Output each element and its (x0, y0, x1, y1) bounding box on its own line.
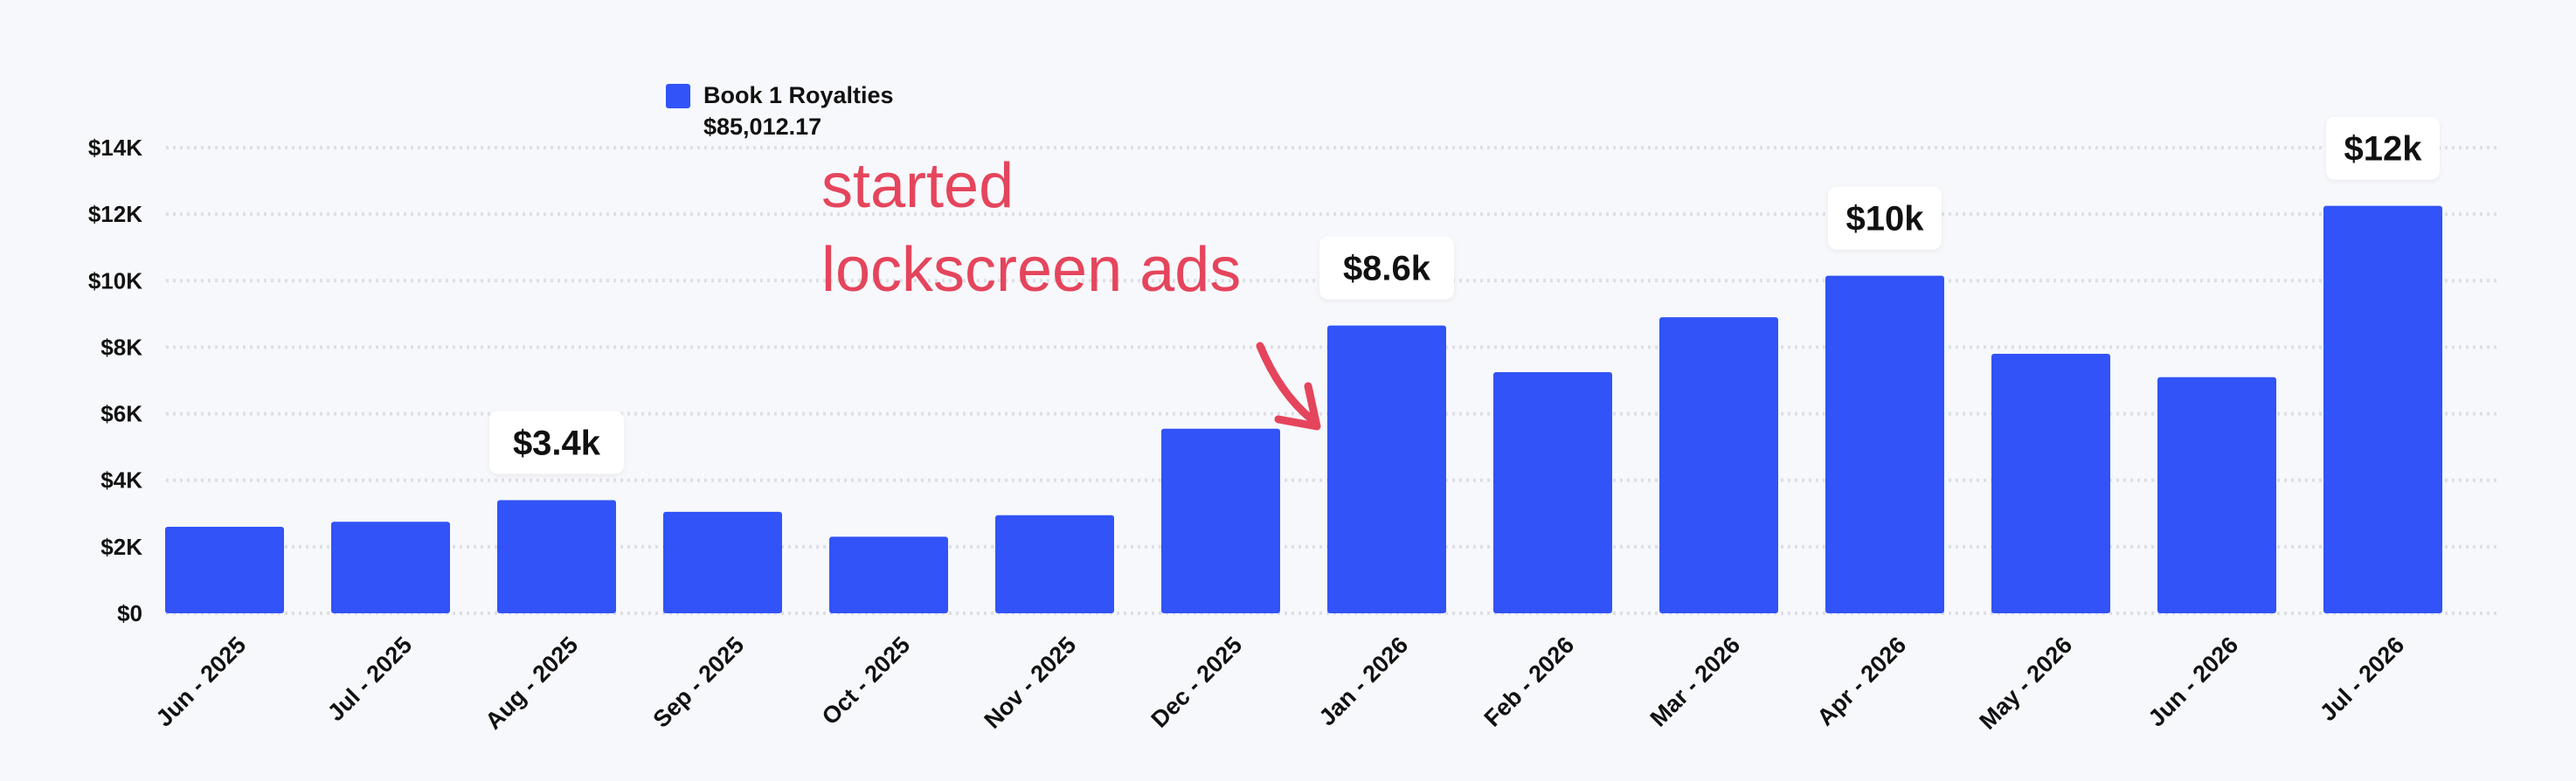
arrow-shaft (1256, 342, 1316, 424)
callout-box (489, 411, 624, 474)
x-tick-label: Jun - 2025 (151, 632, 252, 732)
annotation: started lockscreen ads (821, 151, 1321, 431)
bar (663, 511, 782, 613)
bar (331, 522, 450, 613)
callout-box (1319, 236, 1454, 300)
callout-box (1828, 186, 1942, 250)
y-tick-label: $2K (100, 534, 142, 560)
y-tick-label: $0 (117, 600, 142, 626)
callout-box (2326, 116, 2440, 180)
bar (1161, 428, 1280, 613)
bar (1825, 275, 1944, 613)
arrow-head (1274, 382, 1321, 431)
x-tick-label: Jun - 2026 (2143, 632, 2244, 732)
x-tick-label: Dec - 2025 (1146, 632, 1248, 733)
x-tick-label: Oct - 2025 (817, 632, 915, 729)
y-tick-label: $8K (100, 334, 142, 360)
callout: $3.4k (489, 411, 624, 474)
x-tick-label: Nov - 2025 (980, 632, 1082, 734)
y-tick-label: $10K (88, 267, 142, 294)
y-tick-label: $6K (100, 401, 142, 427)
y-tick-label: $14K (88, 135, 142, 161)
bar (497, 500, 616, 613)
bar (829, 536, 948, 613)
legend-swatch (666, 84, 690, 108)
callout-label: $3.4k (513, 425, 601, 463)
bar (995, 515, 1114, 613)
bar (1991, 354, 2110, 613)
bar (1659, 317, 1778, 613)
bar (1493, 371, 1612, 613)
callout-label: $12k (2344, 130, 2423, 169)
annotation-line-1: started (821, 151, 1014, 221)
bar (165, 527, 284, 613)
x-tick-label: Aug - 2025 (480, 632, 583, 735)
x-tick-label: Jan - 2026 (1314, 632, 1414, 731)
y-tick-label: $4K (100, 467, 142, 494)
legend: Book 1 Royalties $85,012.17 (666, 82, 894, 140)
bar (1327, 325, 1446, 613)
x-tick-label: Jul - 2026 (2315, 632, 2409, 726)
x-tick-label: Apr - 2026 (1812, 632, 1912, 731)
x-tick-label: May - 2026 (1974, 632, 2077, 735)
x-tick-label: Mar - 2026 (1645, 632, 1746, 732)
callout: $8.6k (1319, 236, 1454, 300)
callout: $12k (2326, 116, 2440, 180)
bar-layer (165, 205, 2442, 613)
annotation-arrow-icon (1256, 342, 1321, 431)
legend-series-name: Book 1 Royalties (703, 82, 894, 108)
x-tick-label: Jul - 2025 (322, 632, 417, 726)
bar (2323, 205, 2442, 613)
y-tick-label: $12K (88, 201, 142, 227)
bar (2157, 377, 2276, 613)
legend-series-total: $85,012.17 (703, 114, 821, 140)
x-tick-label: Feb - 2026 (1479, 632, 1580, 732)
callout: $10k (1828, 186, 1942, 250)
callout-label: $8.6k (1343, 250, 1431, 288)
callout-label: $10k (1846, 200, 1925, 238)
x-tick-label: Sep - 2025 (648, 632, 750, 733)
annotation-line-2: lockscreen ads (821, 235, 1241, 305)
